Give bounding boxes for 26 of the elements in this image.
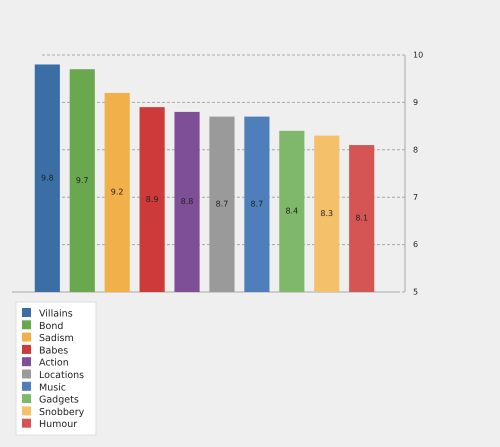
legend-label: Music xyxy=(39,382,66,394)
data-label: 8.8 xyxy=(180,197,194,206)
legend-label: Sadism xyxy=(39,333,74,344)
y-tick-label: 10 xyxy=(413,50,424,60)
legend-label: Locations xyxy=(39,370,84,381)
legend-label: Villains xyxy=(39,308,73,320)
y-tick-label: 6 xyxy=(413,240,418,250)
data-label: 8.7 xyxy=(216,199,228,208)
y-tick-label: 8 xyxy=(413,145,418,154)
data-label: 8.9 xyxy=(146,194,158,204)
y-tick-label: 9 xyxy=(413,98,418,107)
data-label: 9.8 xyxy=(40,173,54,182)
data-label: 8.7 xyxy=(250,199,264,208)
data-label: 8.4 xyxy=(285,206,298,216)
data-label: 9.2 xyxy=(110,188,124,197)
legend-label: Babes xyxy=(39,345,68,356)
data-label: 9.7 xyxy=(76,176,89,185)
legend-label: Humour xyxy=(39,419,78,430)
y-tick-label: 7 xyxy=(413,192,418,202)
legend-label: Snobbery xyxy=(39,406,85,418)
legend-label: Gadgets xyxy=(39,394,79,406)
data-label: 8.1 xyxy=(355,214,368,223)
data-label: 8.3 xyxy=(320,208,334,218)
legend-label: Action xyxy=(39,358,69,369)
legend-label: Bond xyxy=(39,320,64,332)
y-tick-label: 5 xyxy=(413,288,418,297)
